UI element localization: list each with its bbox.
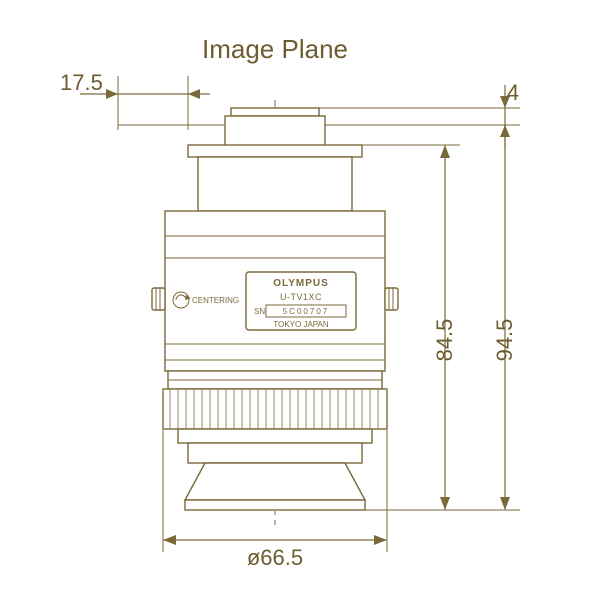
dim-height-inner-value: 84.5: [432, 319, 457, 362]
dim-top-clearance-value: 4: [507, 80, 519, 105]
nameplate: OLYMPUS U-TV1XC SN 5C00707 TOKYO JAPAN: [246, 272, 356, 330]
dim-top-clearance: 4: [300, 80, 520, 150]
dim-height-outer: 94.5: [492, 125, 517, 510]
technical-drawing: Image Plane 17.5 4 84.5 94.5: [0, 0, 600, 600]
brand-label: OLYMPUS: [273, 278, 329, 289]
dim-height-outer-value: 94.5: [492, 319, 517, 362]
serial-prefix: SN: [254, 307, 265, 316]
dim-height-inner: 84.5: [432, 145, 457, 510]
origin-label: TOKYO JAPAN: [273, 320, 328, 329]
dim-diameter-value: ø66.5: [247, 545, 303, 570]
centering-label: CENTERING: [192, 296, 239, 305]
serial-number: 5C00707: [283, 307, 329, 316]
dim-left-offset: 17.5: [60, 70, 210, 130]
title: Image Plane: [202, 34, 348, 64]
model-label: U-TV1XC: [280, 292, 322, 302]
dim-left-offset-value: 17.5: [60, 70, 103, 95]
